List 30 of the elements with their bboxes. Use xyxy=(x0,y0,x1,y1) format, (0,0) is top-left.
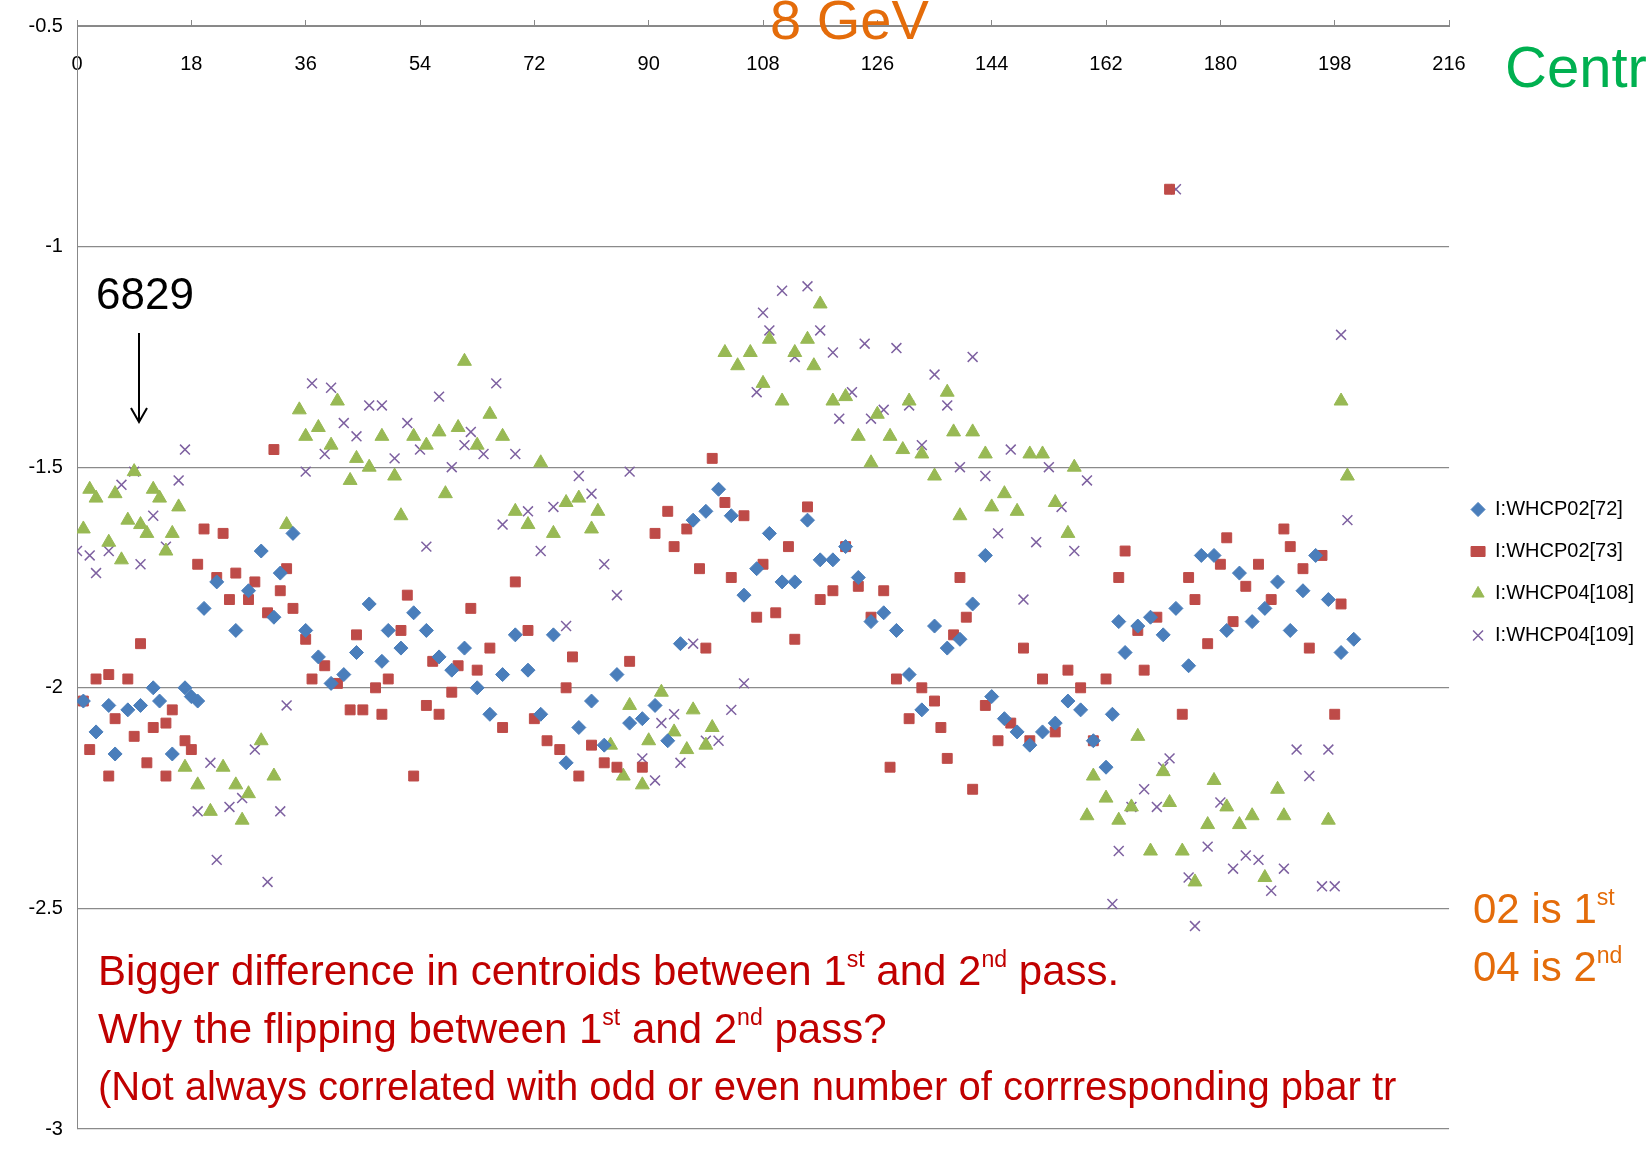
y-tick-label: -1.5 xyxy=(28,454,63,477)
x-tick-label: 162 xyxy=(1089,51,1123,74)
text: 02 is 1$^{st}$ xyxy=(1473,883,1615,932)
x-tick-label: 126 xyxy=(860,51,895,74)
annotation: Why the flipping between 1$^{st}$ and 2$^{nd}$ pass? xyxy=(98,1003,887,1052)
text: Centr xyxy=(1505,34,1647,99)
legend-label: I:WHCP04[108] xyxy=(1495,581,1635,604)
legend-label: I:WHCP02[73] xyxy=(1495,539,1623,562)
text: 04 is 2$^{nd}$ xyxy=(1473,941,1623,990)
x-tick-label: 216 xyxy=(1432,51,1466,74)
y-tick-label: -2.5 xyxy=(28,895,63,918)
y-tick-label: -1 xyxy=(45,234,63,257)
x-tick-label: 72 xyxy=(523,51,546,74)
x-tick-label: 18 xyxy=(180,51,203,74)
x-tick-label: 108 xyxy=(746,51,780,74)
annotation: (Not always correlated with odd or even number of corrresponding pbar tr xyxy=(98,1064,1397,1108)
x-tick-label: 90 xyxy=(637,51,660,74)
x-tick-label: 198 xyxy=(1318,51,1352,74)
x-tick-label: 180 xyxy=(1203,51,1238,74)
y-tick-label: -2 xyxy=(45,675,63,698)
y-tick-label: -3 xyxy=(45,1116,63,1139)
legend-label: I:WHCP02[72] xyxy=(1495,497,1623,520)
annotation: Bigger difference in centroids between 1$^{st}$ and 2$^{nd}$ pass. xyxy=(98,945,1120,994)
y-tick-label: -0.5 xyxy=(28,13,63,36)
chart-title: 8 GeV xyxy=(770,0,929,51)
x-tick-label: 36 xyxy=(294,51,317,74)
x-tick-label: 54 xyxy=(408,51,432,74)
legend-label: I:WHCP04[109] xyxy=(1495,623,1635,646)
x-tick-label: 144 xyxy=(975,51,1009,74)
annotation: 6829 xyxy=(96,269,194,318)
